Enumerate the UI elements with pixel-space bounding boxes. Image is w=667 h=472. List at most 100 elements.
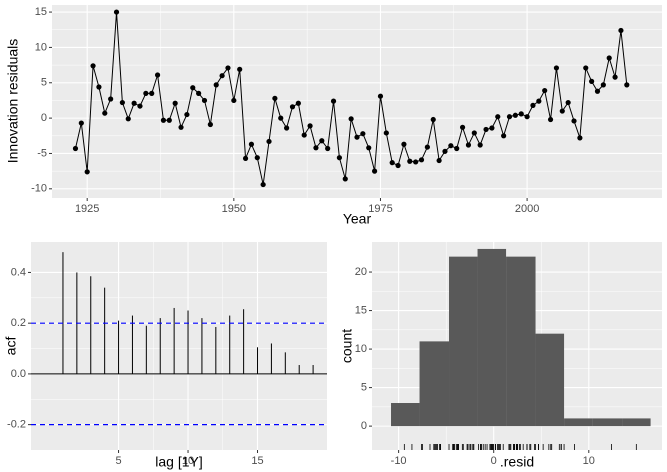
data-point xyxy=(489,125,495,131)
x-tick-label: 10 xyxy=(182,455,194,467)
histogram-bar xyxy=(535,333,565,427)
data-point xyxy=(184,111,190,118)
x-tick-label: 10 xyxy=(583,455,595,467)
data-point xyxy=(407,158,413,164)
data-point xyxy=(536,98,542,104)
data-point xyxy=(506,114,513,120)
x-tick-label: 1975 xyxy=(368,203,392,215)
data-point xyxy=(178,124,184,130)
data-point xyxy=(237,66,243,72)
x-tick-label: 1925 xyxy=(75,203,99,215)
data-point xyxy=(72,145,79,152)
data-point xyxy=(366,145,372,151)
data-point xyxy=(307,123,313,129)
data-point xyxy=(571,118,577,124)
data-point xyxy=(430,116,436,123)
data-point xyxy=(149,90,155,96)
data-point xyxy=(612,74,618,80)
data-point xyxy=(512,112,518,118)
x-axis-label: lag [1Y] xyxy=(155,454,202,470)
data-point xyxy=(108,96,114,102)
data-point xyxy=(354,134,360,140)
data-point xyxy=(389,160,395,166)
data-point xyxy=(577,135,583,141)
histogram-bar xyxy=(592,418,623,427)
data-point xyxy=(84,169,90,175)
data-point xyxy=(248,141,255,147)
data-point xyxy=(624,82,630,88)
data-point xyxy=(600,82,606,88)
y-tick-label: 5 xyxy=(41,77,47,89)
data-point xyxy=(442,148,448,154)
histogram-bar xyxy=(622,418,651,427)
data-point xyxy=(330,98,337,104)
y-tick-label: 0.4 xyxy=(11,266,26,278)
data-point xyxy=(618,27,624,34)
y-tick-label: 15 xyxy=(35,6,47,18)
data-point xyxy=(143,90,149,96)
data-point xyxy=(542,87,548,94)
data-point xyxy=(524,114,530,120)
data-point xyxy=(448,143,454,149)
data-point xyxy=(401,141,407,147)
histogram-bar xyxy=(564,418,593,427)
data-point xyxy=(371,168,378,174)
data-point xyxy=(266,138,272,145)
data-point xyxy=(289,104,296,110)
histogram-bar xyxy=(419,341,450,427)
data-point xyxy=(594,88,601,94)
data-point xyxy=(589,78,595,84)
data-point xyxy=(242,155,249,162)
data-point xyxy=(565,99,571,106)
data-point xyxy=(465,142,472,148)
x-tick-label: 15 xyxy=(251,455,263,467)
data-point xyxy=(278,115,284,121)
x-tick-label: -10 xyxy=(391,455,407,467)
data-point xyxy=(325,145,331,152)
data-point xyxy=(190,85,196,91)
data-point xyxy=(495,114,501,120)
data-point xyxy=(348,116,354,122)
data-point xyxy=(436,157,442,164)
data-point xyxy=(360,131,366,137)
data-point xyxy=(125,116,131,122)
data-point xyxy=(471,130,477,136)
y-tick-label: -5 xyxy=(37,147,47,159)
data-point xyxy=(518,111,524,117)
data-point xyxy=(96,84,102,90)
histogram-bar xyxy=(449,256,478,427)
data-point xyxy=(137,103,143,109)
histogram-bar xyxy=(506,256,536,427)
data-point xyxy=(342,176,348,182)
y-tick-label: 20 xyxy=(355,266,367,278)
data-point xyxy=(90,63,96,69)
data-point xyxy=(166,117,172,123)
data-point xyxy=(606,55,612,61)
data-point xyxy=(272,95,278,101)
y-tick-label: 0.0 xyxy=(11,368,26,380)
data-point xyxy=(196,90,202,96)
data-point xyxy=(319,138,325,144)
x-tick-label: 5 xyxy=(115,455,121,467)
x-axis-label: Year xyxy=(343,211,372,227)
x-tick-label: 0 xyxy=(491,455,497,467)
y-tick-label: 0.2 xyxy=(11,317,26,329)
histogram-bar xyxy=(391,403,420,427)
data-point xyxy=(313,145,319,151)
data-point xyxy=(501,133,507,139)
x-tick-label: 2000 xyxy=(515,203,539,215)
data-point xyxy=(254,155,260,161)
data-point xyxy=(201,97,208,104)
y-tick-label: -0.2 xyxy=(7,419,26,431)
data-point xyxy=(530,102,536,108)
data-point xyxy=(459,124,466,130)
data-point xyxy=(553,65,560,71)
data-point xyxy=(102,110,108,116)
y-tick-label: 10 xyxy=(355,343,367,355)
y-tick-label: 15 xyxy=(355,304,367,316)
data-point xyxy=(454,145,460,152)
data-point xyxy=(383,130,389,136)
data-point xyxy=(477,142,483,148)
data-point xyxy=(483,126,489,133)
